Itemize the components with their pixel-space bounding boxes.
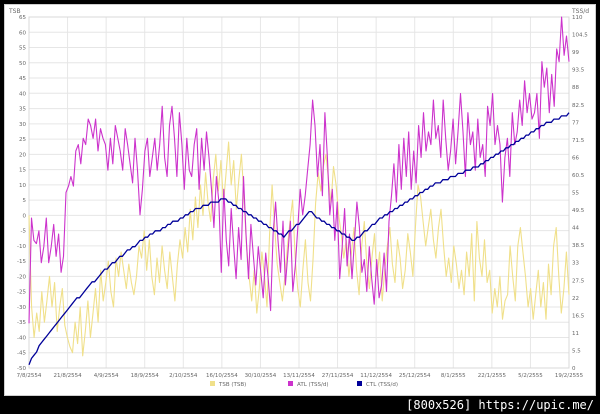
right-tick-label: 27.5 <box>572 278 585 284</box>
x-tick-label: 25/12/2554 <box>399 373 431 379</box>
left-tick-label: 30 <box>19 122 26 128</box>
x-tick-label: 30/10/2554 <box>245 373 277 379</box>
left-tick-label: 25 <box>19 137 26 143</box>
legend-label: ATL (TSS/d) <box>297 382 329 388</box>
x-tick-label: 18/9/2554 <box>131 373 160 379</box>
axis-layer: TSB TSS/d -50-45-40-35-30-25-20-15-10-50… <box>8 8 589 379</box>
right-tick-label: 93.5 <box>572 68 585 74</box>
series-line-atl <box>28 16 570 324</box>
left-tick-label: 55 <box>19 46 26 52</box>
left-tick-label: 45 <box>19 76 26 82</box>
x-tick-label: 7/8/2554 <box>17 373 42 379</box>
series-layer <box>28 16 570 366</box>
left-tick-label: 0 <box>23 213 27 219</box>
right-tick-label: 0 <box>572 366 576 372</box>
right-tick-label: 110 <box>572 15 583 21</box>
grid-layer <box>28 16 570 369</box>
x-tick-label: 5/2/2555 <box>518 373 543 379</box>
left-tick-label: -20 <box>17 274 26 280</box>
watermark-text: [800x526] https://upic.me/ <box>406 398 594 412</box>
legend-swatch <box>210 381 215 386</box>
right-tick-label: 99 <box>572 50 579 56</box>
right-tick-label: 82.5 <box>572 103 585 109</box>
right-tick-label: 11 <box>572 331 579 337</box>
left-tick-label: 35 <box>19 107 26 113</box>
left-tick-label: -45 <box>17 351 26 357</box>
left-tick-label: 40 <box>19 91 26 97</box>
left-tick-label: 50 <box>19 61 26 67</box>
left-tick-label: -25 <box>17 290 26 296</box>
x-tick-label: 11/12/2554 <box>360 373 392 379</box>
chart-panel: TSB TSS/d -50 -45 -40 -35 -30 -25 -20 -15 -10 -5 0… <box>4 4 596 396</box>
left-tick-label: -40 <box>17 335 26 341</box>
left-tick-label: 65 <box>19 15 26 21</box>
series-line-ctl <box>28 112 570 366</box>
right-tick-label: 77 <box>572 120 579 126</box>
right-tick-label: 22 <box>572 296 579 302</box>
left-tick-label: -30 <box>17 305 26 311</box>
right-tick-label: 16.5 <box>572 313 585 319</box>
tsb-atl-ctl-chart: TSB TSS/d -50-45-40-35-30-25-20-15-10-50… <box>8 8 589 388</box>
left-tick-label: 15 <box>19 168 26 174</box>
x-tick-label: 27/11/2554 <box>322 373 354 379</box>
right-tick-label: 44 <box>572 226 579 232</box>
left-tick-label: 10 <box>19 183 26 189</box>
right-tick-label: 49.5 <box>572 208 585 214</box>
right-tick-label: 33 <box>572 261 579 267</box>
x-tick-label: 16/10/2554 <box>206 373 238 379</box>
right-tick-label: 71.5 <box>572 138 585 144</box>
left-tick-label: 60 <box>19 30 26 36</box>
legend: TSB (TSB) ATL (TSS/d) CTL (TSS/d) <box>210 381 398 388</box>
right-tick-label: 60.5 <box>572 173 585 179</box>
right-tick-label: 55 <box>572 191 579 197</box>
left-tick-label: -35 <box>17 320 26 326</box>
left-tick-label: -10 <box>17 244 26 250</box>
x-tick-label: 22/1/2555 <box>478 373 507 379</box>
x-tick-label: 2/10/2554 <box>169 373 198 379</box>
left-tick-label: -5 <box>21 229 27 235</box>
legend-swatch <box>357 381 362 386</box>
left-tick-label: 20 <box>19 152 26 158</box>
series-line-tsb <box>28 141 570 357</box>
x-tick-label: 21/8/2554 <box>53 373 82 379</box>
legend-label: CTL (TSS/d) <box>366 382 398 388</box>
legend-label: TSB (TSB) <box>218 382 246 388</box>
x-tick-label: 19/2/2555 <box>555 373 584 379</box>
left-axis-title: TSB <box>8 8 21 15</box>
right-tick-label: 5.5 <box>572 348 581 354</box>
plot-border <box>28 16 570 369</box>
legend-swatch <box>288 381 293 386</box>
right-tick-label: 38.5 <box>572 243 585 249</box>
right-tick-label: 88 <box>572 85 579 91</box>
left-tick-label: -50 <box>17 366 26 372</box>
right-axis-title: TSS/d <box>571 8 589 15</box>
left-tick-label: 5 <box>23 198 27 204</box>
right-tick-label: 66 <box>572 155 579 161</box>
x-tick-label: 13/11/2554 <box>283 373 315 379</box>
x-tick-label: 4/9/2554 <box>94 373 119 379</box>
x-tick-label: 8/1/2555 <box>441 373 466 379</box>
right-tick-label: 104.5 <box>572 33 588 39</box>
left-tick-label: -15 <box>17 259 26 265</box>
